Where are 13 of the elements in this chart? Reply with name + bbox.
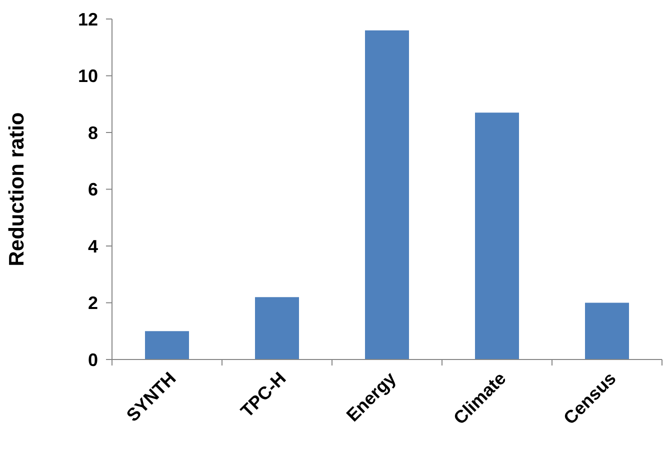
y-tick-label: 6 [88,180,98,200]
y-tick-label: 0 [88,350,98,370]
y-tick-label: 4 [88,236,98,256]
y-axis-title: Reduction ratio [5,112,28,266]
bar [255,297,299,360]
bar [145,331,189,360]
y-tick-label: 2 [88,293,98,314]
bar [475,112,519,360]
bar [365,30,409,360]
y-tick-label: 8 [88,122,98,143]
y-tick-label: 12 [78,9,98,30]
bar [585,302,629,360]
y-tick-label: 10 [78,66,98,86]
